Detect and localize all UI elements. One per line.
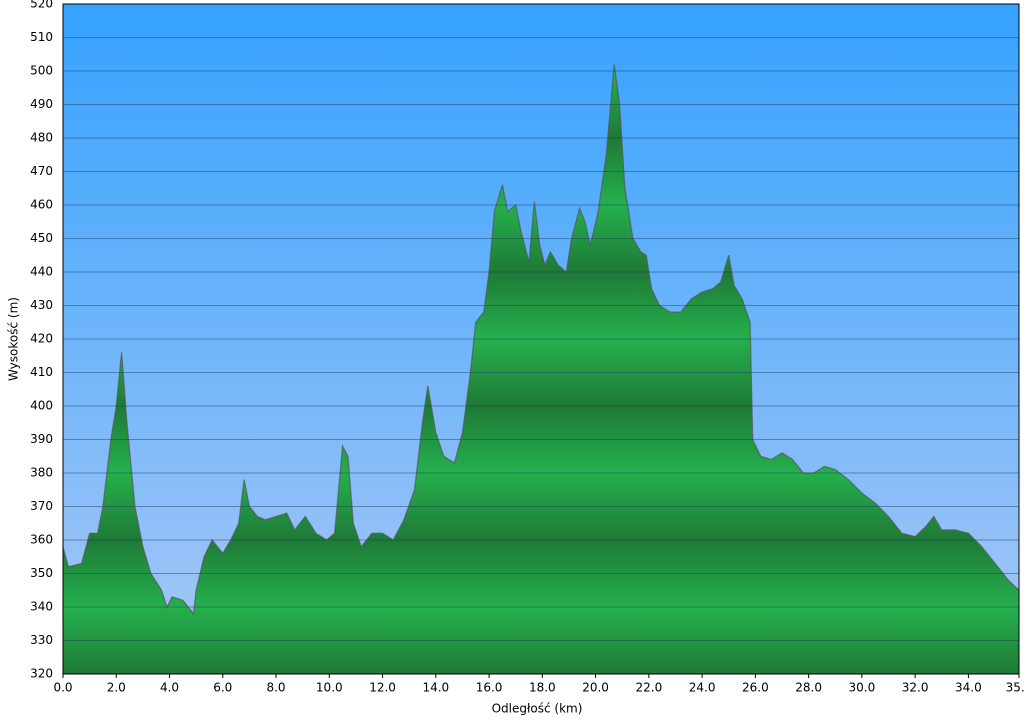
y-tick-label: 470 — [30, 164, 53, 178]
x-tick-label: 34.0 — [955, 681, 982, 695]
y-tick-label: 350 — [30, 566, 53, 580]
y-tick-label: 390 — [30, 432, 53, 446]
y-tick-label: 450 — [30, 231, 53, 245]
y-axis-label: Wysokość (m) — [7, 297, 21, 381]
y-tick-label: 430 — [30, 298, 53, 312]
x-tick-label: 22.0 — [635, 681, 662, 695]
y-tick-label: 500 — [30, 64, 53, 78]
y-tick-label: 360 — [30, 533, 53, 547]
y-tick-label: 370 — [30, 499, 53, 513]
y-tick-label: 380 — [30, 466, 53, 480]
y-tick-label: 490 — [30, 97, 53, 111]
x-tick-label: 0.0 — [53, 681, 72, 695]
x-tick-label: 10.0 — [316, 681, 343, 695]
x-tick-label: 32.0 — [902, 681, 929, 695]
plot-frame — [62, 3, 1020, 675]
y-tick-label: 440 — [30, 265, 53, 279]
y-tick-label: 400 — [30, 399, 53, 413]
y-tick-label: 520 — [30, 0, 53, 11]
y-tick-label: 420 — [30, 332, 53, 346]
x-tick-label: 26.0 — [742, 681, 769, 695]
x-axis-label: Odległość (km) — [492, 702, 583, 716]
y-tick-label: 340 — [30, 600, 53, 614]
y-tick-label: 480 — [30, 131, 53, 145]
x-tick-label: 14.0 — [422, 681, 449, 695]
elevation-outline — [62, 64, 1020, 616]
x-tick-label: 4.0 — [160, 681, 179, 695]
x-tick-label: 12.0 — [369, 681, 396, 695]
y-tick-label: 320 — [30, 667, 53, 681]
y-tick-label: 510 — [30, 30, 53, 44]
x-tick-label: 16.0 — [476, 681, 503, 695]
x-tick-label: 24.0 — [689, 681, 716, 695]
y-tick-label: 460 — [30, 198, 53, 212]
x-tick-label: 28.0 — [795, 681, 822, 695]
y-tick-label: 410 — [30, 365, 53, 379]
x-tick-label: 20.0 — [582, 681, 609, 695]
y-tick-label: 330 — [30, 633, 53, 647]
x-tick-label: 18.0 — [529, 681, 556, 695]
x-tick-label: 30.0 — [849, 681, 876, 695]
x-tick-label: 6.0 — [213, 681, 232, 695]
x-tick-label: 35.9 — [1006, 681, 1024, 695]
x-tick-label: 8.0 — [266, 681, 285, 695]
x-tick-label: 2.0 — [107, 681, 126, 695]
